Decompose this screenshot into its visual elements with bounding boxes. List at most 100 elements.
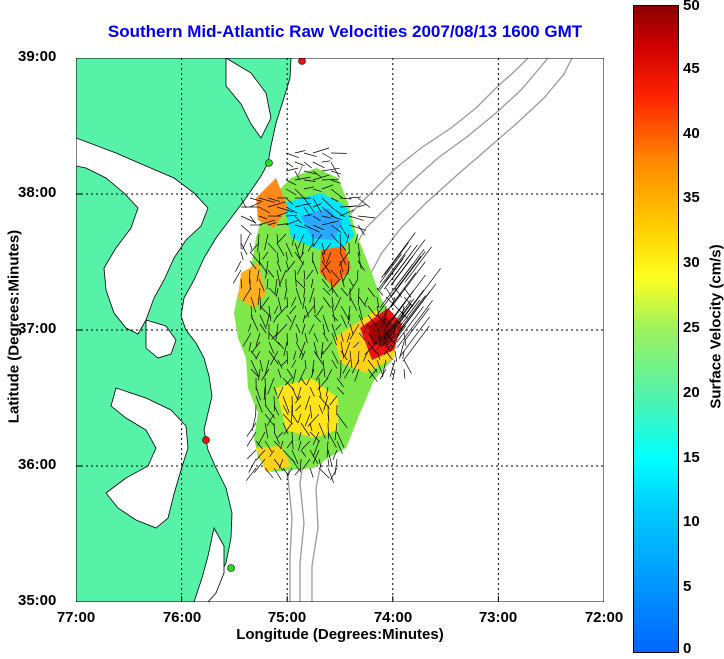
velocity-vector [291,431,294,450]
station-markers [202,58,306,572]
velocity-vector [322,359,326,378]
velocity-vector [398,255,422,287]
velocity-vector [286,314,292,322]
velocity-vector [267,201,286,208]
velocity-vector [294,176,311,181]
velocity-vector [286,296,288,308]
velocity-vector [258,278,265,292]
velocity-vector [389,295,426,343]
axis-tick-marks [76,193,499,602]
velocity-vector [268,287,277,297]
velocity-vector [282,413,293,425]
velocity-vector [264,422,269,439]
velocity-vector [249,242,260,253]
velocity-vector [273,431,280,445]
velocity-vector [295,395,302,404]
velocity-vector [357,242,361,256]
x-axis-label: Longitude (Degrees:Minutes) [236,626,444,643]
velocity-vector [330,179,341,184]
y-axis-label: Latitude (Degrees:Minutes) [5,229,23,424]
velocity-vector [251,341,261,353]
velocity-vector [273,395,275,412]
velocity-vector [256,269,260,282]
velocity-vector [344,341,351,357]
colorbar-tick-label: 25 [683,319,700,336]
velocity-vector [364,341,378,356]
velocity-vector [320,350,324,359]
velocity-vector [391,261,426,307]
x-tick-label: 74:00 [373,609,413,626]
velocity-vector [294,242,301,260]
velocity-vector [294,269,297,287]
velocity-vector [336,440,343,454]
velocity-vector [403,359,412,374]
velocity-vector [379,368,387,380]
velocity-vector [250,314,259,332]
velocity-vector [399,316,430,358]
velocity-vector [394,274,426,317]
velocity-vector [295,341,304,357]
velocity-vector [294,278,305,289]
velocity-vector [348,215,364,221]
colorbar-tick-label: 50 [683,0,700,14]
velocity-vector [339,269,345,288]
velocity-vector [334,296,342,311]
velocity-vector [249,260,257,270]
velocity-vector [312,440,320,458]
velocity-vector [274,305,279,315]
velocity-vector [394,350,398,362]
velocity-vector [277,368,282,379]
velocity-vector [285,167,299,172]
x-tick-label: 75:00 [267,609,307,626]
velocity-vector [235,260,242,272]
velocity-vector [273,467,282,481]
velocity-vector [295,404,302,412]
velocity-vector [285,214,297,217]
velocity-vector [321,167,340,172]
velocity-vector [369,368,378,379]
velocity-vector [339,197,352,200]
velocity-vector [376,332,381,346]
velocity-vector [358,314,365,327]
velocity-vector [381,232,416,278]
velocity-vector [285,242,293,258]
velocity-vector [330,170,341,175]
velocity-vector [249,197,263,202]
velocity-vector [330,467,338,481]
velocity-vector [277,296,282,313]
velocity-vector [357,224,365,236]
velocity-vector [282,422,289,435]
velocity-vector [331,296,334,308]
velocity-vector [264,395,267,406]
velocity-vector [349,323,354,335]
colorbar-tick-label: 5 [683,578,692,596]
velocity-vector [268,332,280,346]
velocity-vector [255,386,262,401]
velocity-vector [259,314,267,330]
velocity-vector [257,287,261,306]
velocity-vector [278,458,284,469]
y-tick-label: 38:00 [18,184,57,201]
x-tick-label: 72:00 [584,609,624,626]
velocity-vector [255,332,261,347]
velocity-vector [278,269,287,286]
x-tick-label: 73:00 [478,609,518,626]
velocity-vector [389,341,396,352]
velocity-vector [313,332,319,343]
velocity-vector [403,289,424,317]
velocity-vector [285,219,300,226]
velocity-vector [282,467,289,476]
velocity-vector [247,449,257,459]
velocity-vector [250,359,259,376]
velocity-vector [308,323,315,335]
velocity-vector [307,413,320,427]
velocity-vector [294,467,302,476]
velocity-vector [255,395,263,413]
velocity-vector [242,233,251,250]
velocity-vector [403,332,407,346]
velocity-vector [362,350,369,362]
velocity-vector [349,323,360,340]
velocity-vector [303,224,320,233]
velocity-vector [246,467,257,481]
colorbar-tick-label: 30 [683,254,700,272]
